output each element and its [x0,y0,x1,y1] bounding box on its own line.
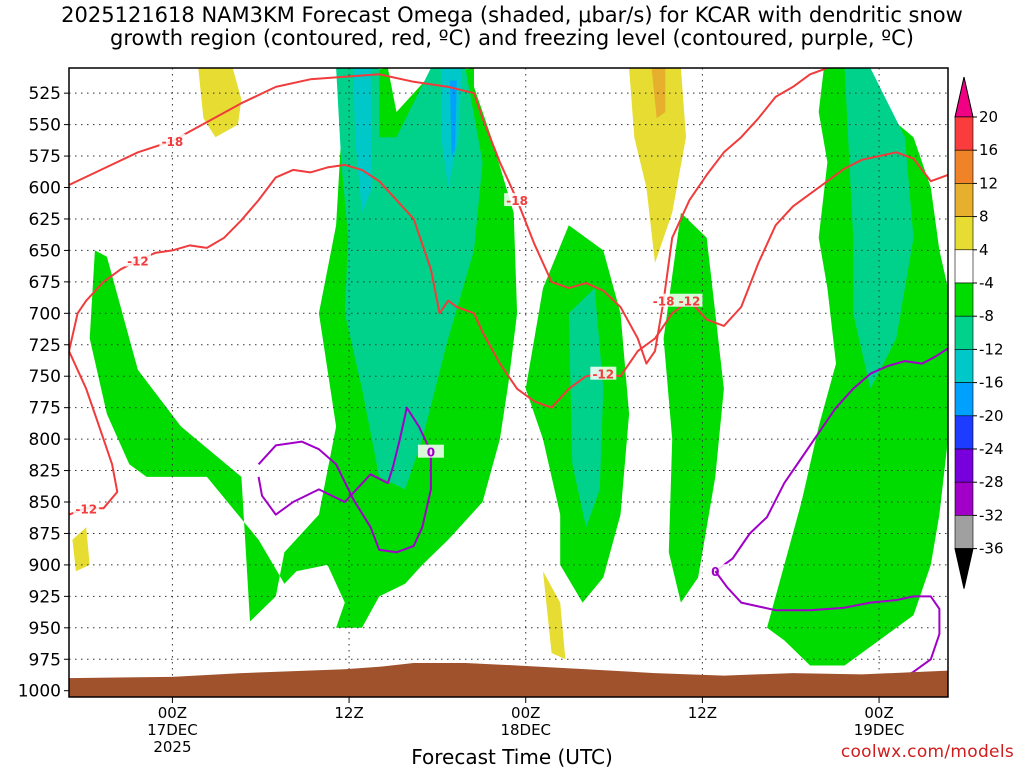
y-tick-label-875: 875 [29,524,61,544]
dgz-contour-1-label-bg-0 [124,253,151,267]
colorbar-label--8: -8 [979,307,994,325]
x-tick-label-0-0: 00Z [158,704,187,722]
omega-region-neg8-5 [844,68,914,389]
dgz-contour-1-label-bg-2 [676,293,703,307]
colorbar-label--32: -32 [979,506,1004,524]
y-tick-label-975: 975 [29,650,61,670]
y-tick-label-725: 725 [29,336,61,356]
dgz-contour-1-label-0: -12 [127,254,149,268]
dgz-contour-1-label-2: -12 [679,295,701,309]
x-tick-label-4-0: 00Z [864,704,893,722]
x-tick-label-2-0: 00Z [511,704,540,722]
colorbar-segment-11 [954,183,974,217]
chart-title-line-2: growth region (contoured, red, ºC) and f… [110,26,914,50]
dgz-contour-0-label-bg-0 [159,133,186,147]
colorbar-label--4: -4 [979,274,994,292]
source-credit: coolwx.com/models [840,742,1014,762]
colorbar-label-20: 20 [979,108,998,126]
y-tick-label-550: 550 [29,116,61,136]
omega-region-neg16-9 [449,80,457,157]
colorbar-segment-2 [954,481,974,516]
colorbar-label-4: 4 [979,241,989,259]
freezing-contour-0-label-0: 0 [427,446,435,460]
dgz-contour-1 [69,151,948,409]
omega-region-neg12-7 [353,68,373,213]
y-tick-label-1000: 1000 [18,682,61,702]
y-tick-label-600: 600 [29,179,61,199]
colorbar-label-16: 16 [979,141,998,159]
colorbar-label--36: -36 [979,540,1004,558]
dgz-contour-2-label-0: -12 [75,502,97,516]
dgz-contour-1-label-bg-1 [590,366,617,380]
y-tick-label-850: 850 [29,493,61,513]
freezing-contour-2 [714,570,941,692]
colorbar-label-8: 8 [979,208,989,226]
dgz-contour-2-label-bg-0 [73,501,100,515]
y-tick-label-525: 525 [29,84,61,104]
dgz-contour-0-label-bg-2 [650,293,677,307]
y-tick-label-775: 775 [29,399,61,419]
dgz-contour-0-label-1: -18 [506,194,528,208]
y-tick-label-925: 925 [29,587,61,607]
omega-region-4-13 [72,527,90,572]
colorbar-label--12: -12 [979,340,1004,358]
colorbar-segment-5 [954,382,974,417]
colorbar-segment-4 [954,415,974,450]
colorbar-top-arrow [954,76,974,118]
x-axis-label: Forecast Time (UTC) [411,745,613,769]
colorbar-segment-6 [954,349,974,383]
freezing-contour-0-label-bg-0 [417,444,444,458]
y-tick-label-575: 575 [29,147,61,167]
colorbar-label--28: -28 [979,473,1004,491]
colorbar-segment-8 [954,282,974,317]
y-tick-label-800: 800 [29,430,61,450]
chart-title: 2025121618 NAM3KM Forecast Omega (shaded… [0,4,1024,50]
dgz-contour-0-label-bg-1 [504,193,531,207]
y-tick-label-700: 700 [29,304,61,324]
colorbar-segment-13 [954,116,974,151]
y-tick-label-625: 625 [29,210,61,230]
plot-frame [68,67,949,698]
colorbar-label-12: 12 [979,174,998,192]
x-tick-label-4-1: 19DEC [854,721,905,739]
y-tick-label-900: 900 [29,556,61,576]
x-tick-label-0-1: 17DEC [147,721,198,739]
colorbar-segment-3 [954,448,974,483]
colorbar-bottom-arrow [954,548,974,589]
dgz-contour-0 [69,68,828,365]
omega-region-4-11 [629,68,686,263]
y-tick-label-950: 950 [29,619,61,639]
x-tick-label-2-1: 18DEC [500,721,551,739]
colorbar-segment-10 [954,216,974,251]
terrain-fill [69,663,948,697]
colorbar-segment-12 [954,149,974,184]
colorbar-label--16: -16 [979,374,1004,392]
y-tick-label-650: 650 [29,241,61,261]
omega-region-neg8-4 [336,68,483,490]
y-tick-label-750: 750 [29,367,61,387]
x-tick-label-0-2: 2025 [153,738,191,756]
freezing-contour-1 [714,347,948,573]
colorbar-segment-7 [954,315,974,350]
y-tick-label-675: 675 [29,273,61,293]
omega-region-4-14 [543,571,566,660]
chart-title-line-1: 2025121618 NAM3KM Forecast Omega (shaded… [61,3,963,27]
y-tick-label-825: 825 [29,462,61,482]
x-tick-label-1-0: 12Z [334,704,363,722]
dgz-contour-1-label-1: -12 [592,368,614,382]
x-tick-label-3-0: 12Z [688,704,717,722]
dgz-contour-0-label-0: -18 [162,135,184,149]
freezing-contour-1-label-bg-0 [702,564,729,578]
colorbar-segment-9 [954,249,974,284]
colorbar-label--20: -20 [979,407,1004,425]
colorbar-segment-1 [954,515,974,549]
colorbar-label--24: -24 [979,440,1004,458]
dgz-contour-0-label-2: -18 [653,295,675,309]
